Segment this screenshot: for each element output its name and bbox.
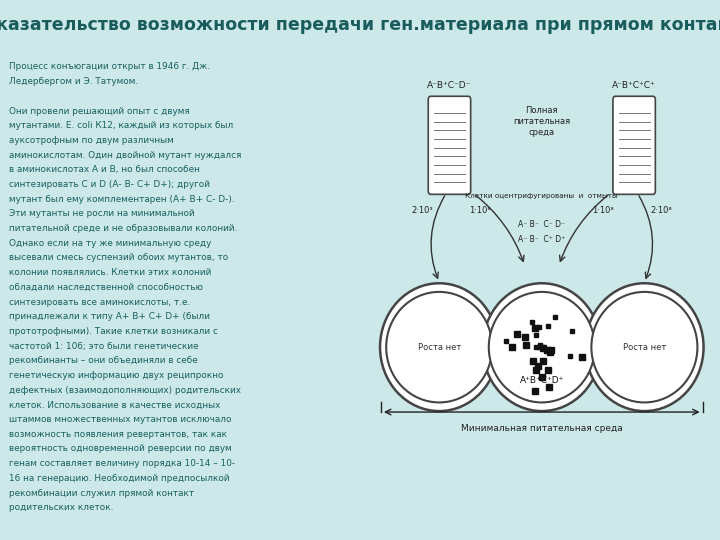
Text: 1·10⁸: 1·10⁸ xyxy=(593,206,614,215)
Ellipse shape xyxy=(591,292,698,402)
Text: клеток. Использование в качестве исходных: клеток. Использование в качестве исходны… xyxy=(9,401,221,409)
Ellipse shape xyxy=(380,284,498,411)
Text: Процесс конъюгации открыт в 1946 г. Дж.: Процесс конъюгации открыт в 1946 г. Дж. xyxy=(9,63,210,71)
Text: Полная
питательная
среда: Полная питательная среда xyxy=(513,106,570,137)
Text: Роста нет: Роста нет xyxy=(418,343,461,352)
Text: рекомбинации служил прямой контакт: рекомбинации служил прямой контакт xyxy=(9,489,194,497)
Ellipse shape xyxy=(585,284,703,411)
Text: A⁻B⁺C⁻D⁻: A⁻B⁺C⁻D⁻ xyxy=(427,81,472,90)
Text: синтезировать все аминокислоты, т.е.: синтезировать все аминокислоты, т.е. xyxy=(9,298,191,307)
Text: Доказательство возможности передачи ген.материала при прямом контакте: Доказательство возможности передачи ген.… xyxy=(0,16,720,34)
Text: ауксотрофным по двум различным: ауксотрофным по двум различным xyxy=(9,136,174,145)
Text: A⁺B⁺C⁺D⁺: A⁺B⁺C⁺D⁺ xyxy=(520,376,564,386)
Text: синтезировать С и D (А- В- С+ D+); другой: синтезировать С и D (А- В- С+ D+); друго… xyxy=(9,180,210,189)
Text: Клетки оцентрифугированы  и  отмыты: Клетки оцентрифугированы и отмыты xyxy=(465,193,618,199)
Text: 1·10⁸: 1·10⁸ xyxy=(469,206,491,215)
Text: возможность появления ревертантов, так как: возможность появления ревертантов, так к… xyxy=(9,430,228,439)
Ellipse shape xyxy=(482,284,601,411)
Text: питательной среде и не образовывали колоний.: питательной среде и не образовывали коло… xyxy=(9,224,238,233)
Text: аминокислотам. Один двойной мутант нуждался: аминокислотам. Один двойной мутант нужда… xyxy=(9,151,242,160)
Text: дефектных (взаимодополняющих) родительских: дефектных (взаимодополняющих) родительск… xyxy=(9,386,241,395)
Text: Эти мутанты не росли на минимальной: Эти мутанты не росли на минимальной xyxy=(9,210,195,218)
Text: A⁻B⁺C⁺C⁺: A⁻B⁺C⁺C⁺ xyxy=(612,81,656,90)
Ellipse shape xyxy=(386,292,492,402)
Ellipse shape xyxy=(489,292,595,402)
Text: Однако если на ту же минимальную среду: Однако если на ту же минимальную среду xyxy=(9,239,212,248)
Text: Роста нет: Роста нет xyxy=(623,343,666,352)
FancyBboxPatch shape xyxy=(613,96,655,194)
Text: в аминокислотах А и В, но был способен: в аминокислотах А и В, но был способен xyxy=(9,165,200,174)
Text: Ледербергом и Э. Татумом.: Ледербергом и Э. Татумом. xyxy=(9,77,138,86)
Text: колонии появлялись. Клетки этих колоний: колонии появлялись. Клетки этих колоний xyxy=(9,268,212,277)
Text: Минимальная питательная среда: Минимальная питательная среда xyxy=(461,424,623,434)
Text: 2·10⁸: 2·10⁸ xyxy=(651,206,672,215)
Text: родительских клеток.: родительских клеток. xyxy=(9,503,114,512)
Text: высевали смесь суспензий обоих мутантов, то: высевали смесь суспензий обоих мутантов,… xyxy=(9,253,229,262)
Text: обладали наследственной способностью: обладали наследственной способностью xyxy=(9,283,203,292)
Text: генам составляет величину порядка 10-14 – 10-: генам составляет величину порядка 10-14 … xyxy=(9,459,235,468)
Text: A⁻ B⁻  C⁺ D⁺: A⁻ B⁻ C⁺ D⁺ xyxy=(518,234,565,244)
Text: Они провели решающий опыт с двумя: Они провели решающий опыт с двумя xyxy=(9,106,190,116)
Text: мутантами. E. coli К12, каждый из которых был: мутантами. E. coli К12, каждый из которы… xyxy=(9,122,233,130)
Text: 16 на генерацию. Необходимой предпосылкой: 16 на генерацию. Необходимой предпосылко… xyxy=(9,474,230,483)
Text: мутант был ему комплементарен (А+ В+ С- D-).: мутант был ему комплементарен (А+ В+ С- … xyxy=(9,195,235,204)
Text: A⁻ B⁻  C⁻ D⁻: A⁻ B⁻ C⁻ D⁻ xyxy=(518,220,565,229)
FancyBboxPatch shape xyxy=(428,96,471,194)
Text: прототрофными). Такие клетки возникали с: прототрофными). Такие клетки возникали с xyxy=(9,327,218,336)
Text: частотой 1: 106; это были генетические: частотой 1: 106; это были генетические xyxy=(9,342,199,350)
Text: вероятность одновременной реверсии по двум: вероятность одновременной реверсии по дв… xyxy=(9,444,232,454)
Text: генетическую информацию двух реципрокно: генетическую информацию двух реципрокно xyxy=(9,371,224,380)
Text: принадлежали к типу А+ В+ С+ D+ (были: принадлежали к типу А+ В+ С+ D+ (были xyxy=(9,312,210,321)
Text: штаммов множественных мутантов исключало: штаммов множественных мутантов исключало xyxy=(9,415,232,424)
Text: 2·10³: 2·10³ xyxy=(411,206,433,215)
Text: рекомбинанты – они объединяли в себе: рекомбинанты – они объединяли в себе xyxy=(9,356,198,366)
